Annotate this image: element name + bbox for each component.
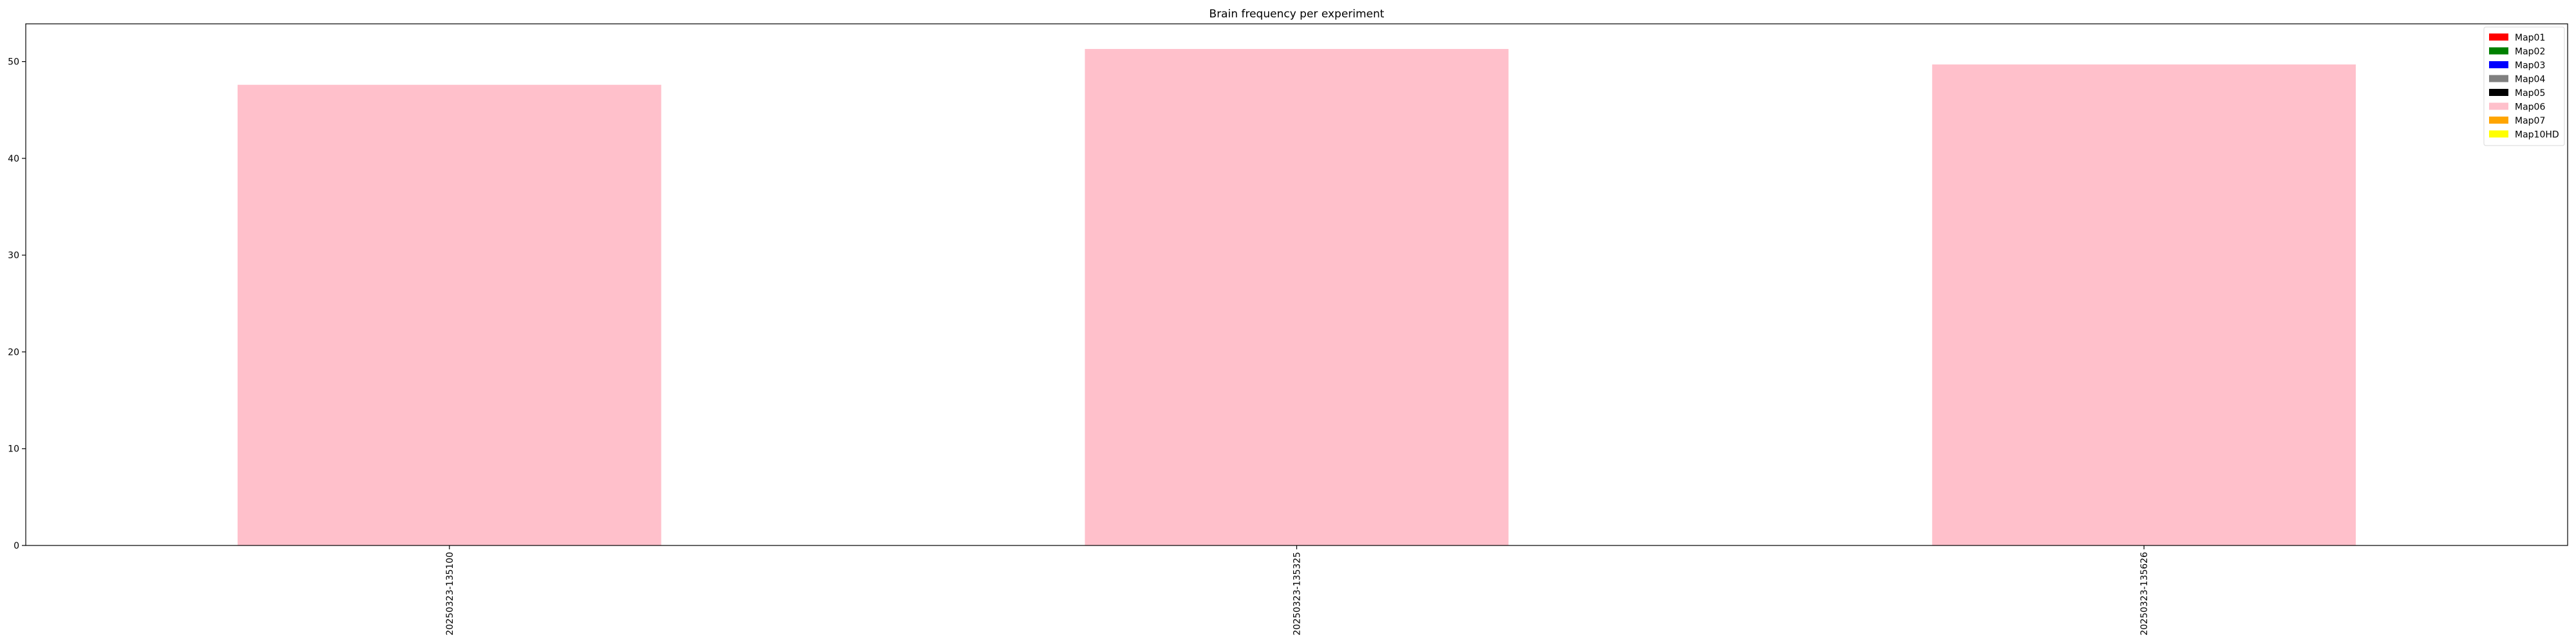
bar-map06-3: [1932, 64, 2356, 545]
y-tick-label: 0: [14, 541, 19, 551]
y-tick-label: 40: [8, 154, 19, 164]
y-tick-label: 30: [8, 251, 19, 261]
x-tick-label: 20250323-135626: [2139, 552, 2150, 636]
legend-swatch-map02: [2489, 47, 2508, 55]
legend: Map01 Map02 Map03 Map04 Map05 Map06 Map07 Map10…: [2483, 26, 2565, 146]
legend-label-map05: Map05: [2515, 88, 2545, 99]
y-tick-label: 50: [8, 57, 19, 68]
y-tick-label: 20: [8, 347, 19, 357]
legend-swatch-map06: [2489, 102, 2508, 110]
y-axis: 0 10 20 30 40 50: [8, 57, 26, 551]
legend-box: [2483, 26, 2565, 146]
bar-map06-2: [1084, 49, 1509, 545]
legend-label-map02: Map02: [2515, 47, 2545, 57]
legend-label-map01: Map01: [2515, 33, 2545, 43]
y-tick-label: 10: [8, 444, 19, 455]
legend-swatch-map10hd: [2489, 130, 2508, 138]
legend-label-map07: Map07: [2515, 116, 2545, 126]
x-tick-label: 20250323-135325: [1293, 552, 1303, 636]
legend-swatch-map01: [2489, 33, 2508, 41]
bars-group: [237, 49, 2356, 546]
x-axis: 20250323-135100 20250323-135325 20250323-1…: [445, 545, 2150, 636]
legend-swatch-map03: [2489, 61, 2508, 68]
legend-swatch-map04: [2489, 75, 2508, 82]
legend-swatch-map07: [2489, 117, 2508, 124]
legend-label-map10hd: Map10HD: [2515, 130, 2559, 140]
chart-title: Brain frequency per experiment: [1209, 8, 1385, 21]
legend-label-map06: Map06: [2515, 102, 2545, 113]
legend-label-map04: Map04: [2515, 75, 2545, 85]
legend-label-map03: Map03: [2515, 61, 2545, 71]
legend-swatch-map05: [2489, 89, 2508, 96]
x-tick-label: 20250323-135100: [445, 552, 455, 636]
bar-map06-1: [237, 84, 661, 546]
